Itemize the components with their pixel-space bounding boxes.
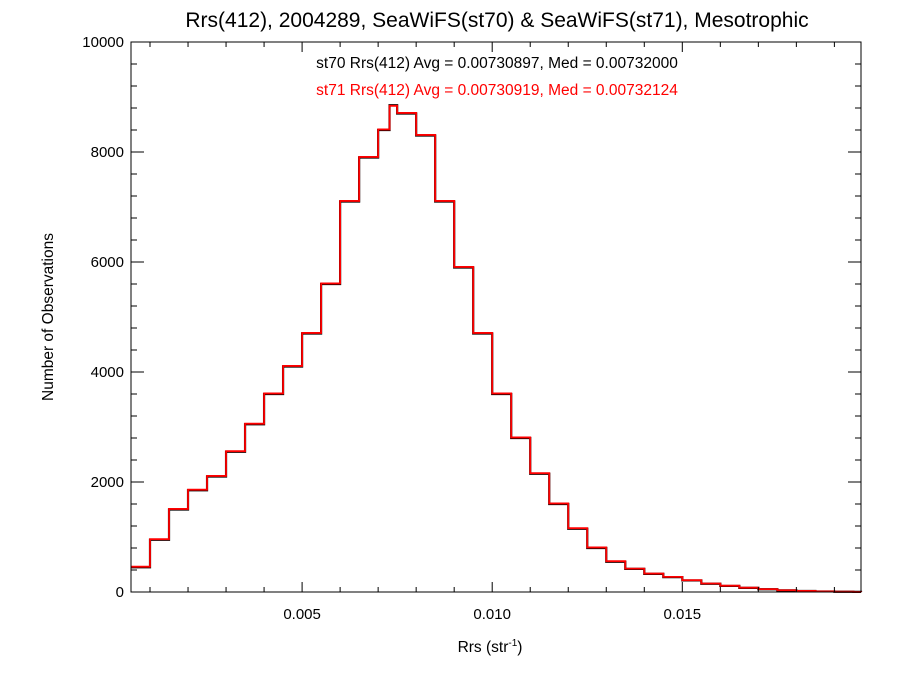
x-axis-label-end: ) bbox=[517, 639, 522, 656]
chart-title: Rrs(412), 2004289, SeaWiFS(st70) & SeaWi… bbox=[185, 9, 808, 32]
plot-frame bbox=[130, 41, 862, 593]
y-axis-ticks: 0 2000 4000 6000 8000 10000 bbox=[82, 34, 861, 601]
y-tick-label: 2000 bbox=[91, 474, 124, 491]
series-st70-line bbox=[131, 104, 863, 593]
x-axis-label-main: Rrs (str bbox=[458, 639, 509, 656]
y-tick-label: 10000 bbox=[82, 34, 124, 51]
y-tick-label: 6000 bbox=[91, 254, 124, 271]
y-tick-label: 4000 bbox=[91, 364, 124, 381]
plot-area bbox=[131, 104, 863, 593]
x-axis-ticks: 0.005 0.010 0.015 bbox=[149, 42, 835, 623]
x-tick-label: 0.005 bbox=[283, 606, 321, 623]
x-tick-label: 0.015 bbox=[664, 606, 702, 623]
annotation-st71: st71 Rrs(412) Avg = 0.00730919, Med = 0.… bbox=[316, 82, 678, 99]
y-tick-label: 8000 bbox=[91, 144, 124, 161]
y-tick-label: 0 bbox=[116, 584, 124, 601]
x-tick-label: 0.010 bbox=[473, 606, 511, 623]
x-axis-label-sup: -1 bbox=[508, 638, 517, 649]
x-axis-label: Rrs (str-1) bbox=[458, 638, 523, 656]
y-axis-label: Number of Observations bbox=[40, 233, 57, 401]
annotation-st70: st70 Rrs(412) Avg = 0.00730897, Med = 0.… bbox=[316, 55, 678, 72]
series-st71-line bbox=[131, 104, 862, 593]
